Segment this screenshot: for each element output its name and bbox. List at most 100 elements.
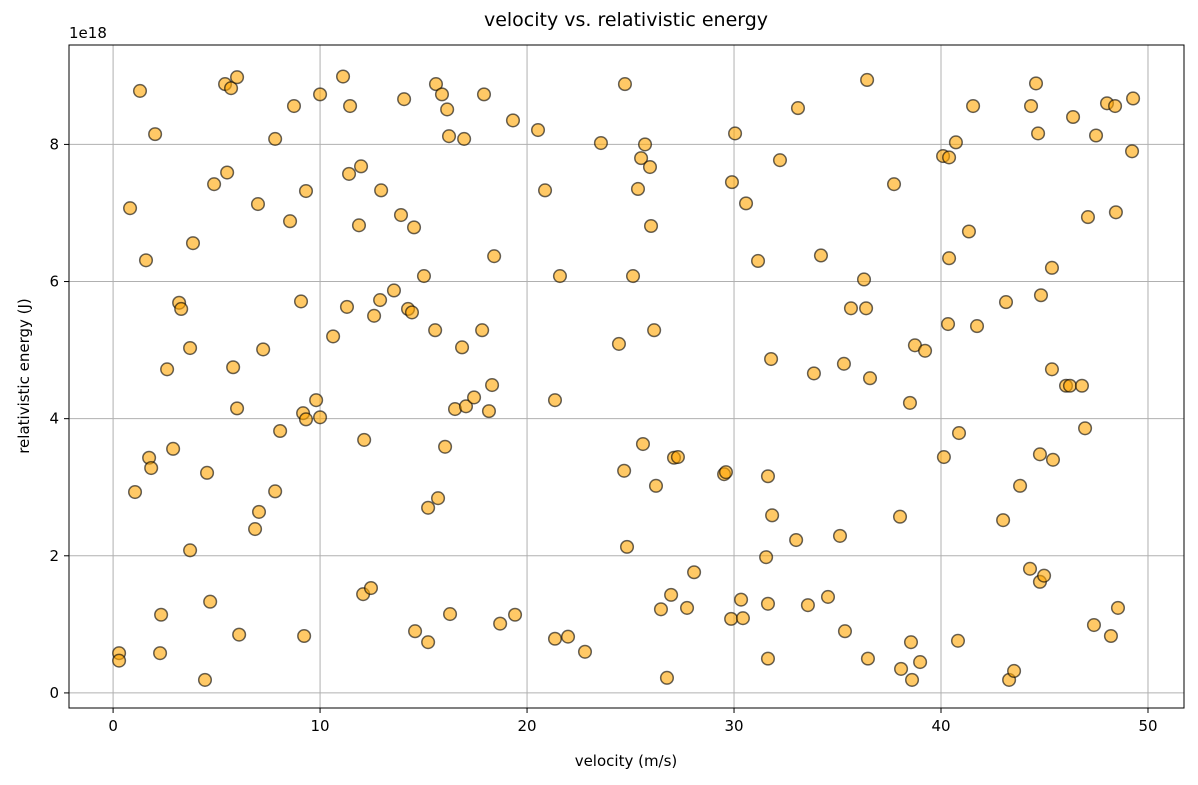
point xyxy=(643,218,659,234)
point xyxy=(232,627,247,642)
point xyxy=(1108,205,1123,220)
x-tick-label: 40 xyxy=(931,717,950,735)
point xyxy=(843,301,859,316)
point xyxy=(476,87,492,102)
point xyxy=(1088,128,1104,143)
point xyxy=(653,602,669,617)
point xyxy=(458,399,474,414)
point xyxy=(203,594,218,609)
point xyxy=(724,611,739,626)
point xyxy=(1066,109,1081,125)
point xyxy=(1080,210,1096,225)
point xyxy=(942,150,957,165)
y-tick-label: 0 xyxy=(49,684,59,702)
point xyxy=(951,426,967,441)
point xyxy=(750,253,766,269)
point xyxy=(724,175,740,190)
point xyxy=(940,316,956,332)
point xyxy=(996,513,1011,528)
x-tick-label: 30 xyxy=(724,717,743,735)
point xyxy=(552,269,568,284)
point xyxy=(408,624,423,639)
point xyxy=(966,98,981,114)
point xyxy=(1044,362,1059,377)
point xyxy=(505,113,521,128)
point xyxy=(772,153,788,168)
point xyxy=(1078,421,1093,436)
point xyxy=(339,299,355,314)
point xyxy=(659,670,675,685)
point xyxy=(367,308,382,323)
point xyxy=(735,611,750,626)
point xyxy=(428,77,444,92)
point xyxy=(1124,144,1140,159)
point xyxy=(998,295,1014,310)
point xyxy=(457,131,472,146)
point xyxy=(200,465,215,480)
point xyxy=(326,329,341,344)
point xyxy=(434,87,450,102)
point xyxy=(634,151,649,166)
point xyxy=(617,77,632,92)
point xyxy=(789,532,804,548)
point xyxy=(760,651,776,666)
point xyxy=(936,450,951,465)
point xyxy=(421,635,436,650)
point xyxy=(251,504,267,519)
point xyxy=(860,72,875,88)
point xyxy=(428,323,443,338)
point xyxy=(230,70,245,85)
point xyxy=(298,183,314,199)
y-tick-label: 4 xyxy=(49,410,59,428)
point xyxy=(687,565,702,580)
point xyxy=(153,646,168,661)
point xyxy=(728,126,743,141)
point xyxy=(832,528,848,543)
point xyxy=(154,607,169,622)
point xyxy=(132,83,148,98)
point xyxy=(442,607,458,622)
point xyxy=(734,592,749,607)
point xyxy=(1110,600,1126,615)
y-axis-label: relativistic energy (J) xyxy=(15,298,33,454)
point xyxy=(441,129,457,144)
y-tick-label: 8 xyxy=(49,135,59,153)
point xyxy=(679,600,695,615)
point xyxy=(859,301,874,316)
y-tick-label: 6 xyxy=(49,273,59,291)
plot-frame xyxy=(68,44,1185,709)
point xyxy=(297,628,312,644)
point xyxy=(948,135,963,150)
point xyxy=(1007,663,1022,679)
point xyxy=(268,484,283,499)
point xyxy=(670,450,685,465)
point xyxy=(619,539,635,554)
point xyxy=(351,218,367,233)
point xyxy=(373,293,388,308)
point xyxy=(1108,98,1123,114)
point xyxy=(647,323,662,338)
point xyxy=(406,220,422,235)
point xyxy=(913,655,928,670)
point xyxy=(637,137,653,152)
point xyxy=(313,410,328,425)
point xyxy=(144,460,159,476)
point xyxy=(837,624,853,639)
point xyxy=(341,166,357,181)
point xyxy=(397,92,412,107)
point xyxy=(220,165,235,180)
point xyxy=(902,395,918,410)
point xyxy=(894,661,909,676)
point xyxy=(942,251,957,266)
point xyxy=(1086,617,1102,633)
point xyxy=(918,343,933,358)
point xyxy=(630,181,646,197)
point xyxy=(759,550,774,565)
grid xyxy=(69,45,1184,708)
point xyxy=(961,224,976,239)
point xyxy=(1031,126,1046,141)
point xyxy=(256,342,271,357)
point xyxy=(1022,561,1038,576)
point xyxy=(738,196,754,211)
